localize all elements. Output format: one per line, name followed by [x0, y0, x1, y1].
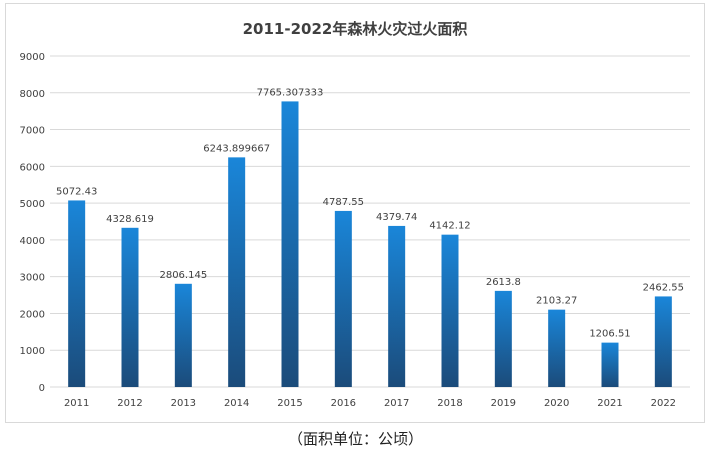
bar-2021 — [601, 342, 619, 387]
x-tick-label-2019: 2019 — [491, 398, 516, 409]
x-tick-label-2015: 2015 — [277, 398, 302, 409]
x-tick-label-2020: 2020 — [544, 398, 569, 409]
y-tick-label: 4000 — [20, 236, 45, 247]
gridlines — [50, 55, 690, 388]
y-tick-label: 5000 — [20, 199, 45, 210]
x-axis-ticks: 2011 2012 2013 2014 2015 2016 2017 2018 2019 2020… — [64, 398, 676, 409]
value-label-2019: 2613.8 — [486, 277, 521, 288]
y-tick-label: 7000 — [20, 126, 45, 137]
x-tick-label-2013: 2013 — [171, 398, 196, 409]
value-label-2013: 2806.145 — [159, 270, 207, 281]
value-label-2018: 4142.12 — [429, 221, 470, 232]
bar-2020 — [548, 309, 566, 387]
y-tick-label: 9000 — [20, 52, 45, 63]
x-tick-label-2018: 2018 — [437, 398, 462, 409]
bar-chart: 2011-2022年森林火灾过火面积 0 1000 2000 3000 4000 5000… — [20, 20, 690, 409]
value-label-2014: 6243.899667 — [203, 143, 270, 154]
bar-2013 — [174, 283, 192, 387]
bar-2017 — [388, 225, 406, 387]
y-tick-label: 8000 — [20, 89, 45, 100]
x-tick-label-2012: 2012 — [117, 398, 142, 409]
bar-2012 — [121, 227, 139, 387]
value-label-2017: 4379.74 — [376, 212, 417, 223]
x-tick-label-2021: 2021 — [597, 398, 622, 409]
y-tick-label: 2000 — [20, 309, 45, 320]
unit-caption: （面积单位：公顷） — [287, 430, 423, 448]
x-tick-label-2017: 2017 — [384, 398, 409, 409]
bars — [68, 101, 672, 388]
y-tick-label: 6000 — [20, 162, 45, 173]
y-tick-label: 3000 — [20, 273, 45, 284]
value-label-2022: 2462.55 — [643, 282, 684, 293]
x-tick-label-2014: 2014 — [224, 398, 249, 409]
bar-2022 — [654, 296, 672, 387]
y-tick-label: 1000 — [20, 346, 45, 357]
y-tick-label: 0 — [39, 383, 45, 394]
bar-2018 — [441, 234, 459, 387]
x-tick-label-2022: 2022 — [651, 398, 676, 409]
value-label-2020: 2103.27 — [536, 296, 577, 307]
y-axis-ticks: 0 1000 2000 3000 4000 5000 6000 7000 8000 9000 — [20, 52, 45, 394]
x-tick-label-2016: 2016 — [331, 398, 356, 409]
bar-2011 — [68, 200, 86, 387]
bar-2015 — [281, 101, 299, 388]
value-labels: 5072.43 4328.619 2806.145 6243.899667 7765.3… — [56, 87, 684, 339]
value-label-2015: 7765.307333 — [257, 87, 324, 98]
value-label-2012: 4328.619 — [106, 214, 154, 225]
x-tick-label-2011: 2011 — [64, 398, 89, 409]
value-label-2011: 5072.43 — [56, 186, 97, 197]
bar-2014 — [228, 157, 246, 387]
value-label-2016: 4787.55 — [323, 197, 364, 208]
bar-2016 — [334, 210, 352, 387]
chart-title: 2011-2022年森林火灾过火面积 — [243, 20, 468, 38]
value-label-2021: 1206.51 — [589, 329, 630, 340]
bar-2019 — [494, 290, 512, 387]
